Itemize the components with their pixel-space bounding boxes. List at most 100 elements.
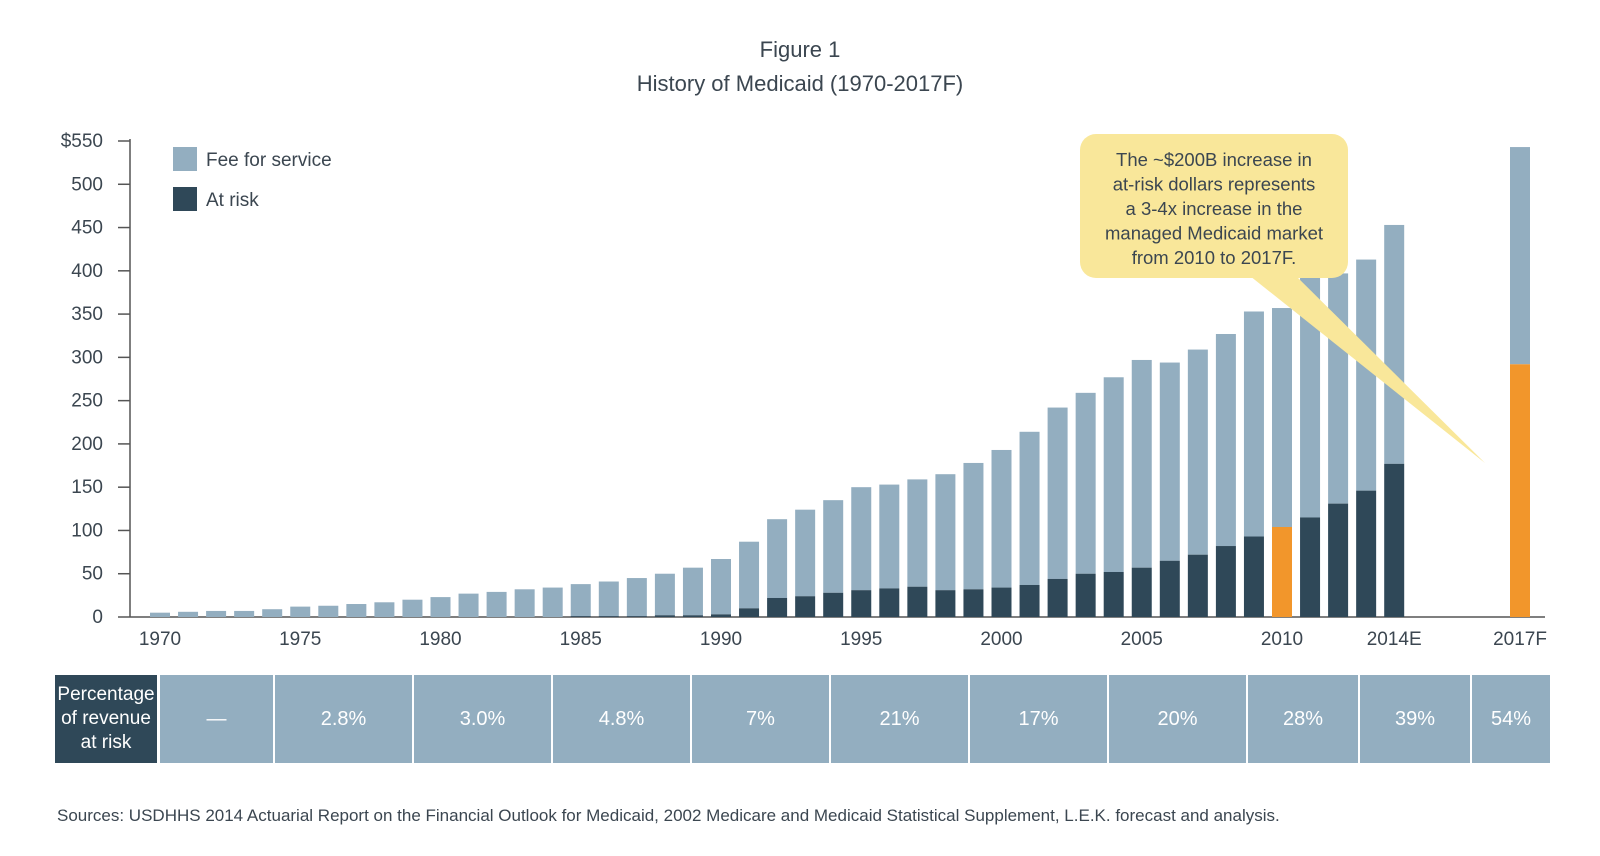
bar-at-risk-2001 (1019, 584, 1040, 617)
bar-fee-1986 (598, 581, 619, 617)
bar-at-risk-2017F (1510, 364, 1530, 617)
x-tick-label: 1990 (700, 629, 742, 650)
y-tick-label: 50 (82, 564, 103, 585)
bar-at-risk-2002 (1047, 578, 1068, 617)
bar-fee-2005 (1131, 359, 1152, 568)
bar-fee-1997 (907, 479, 928, 587)
bar-fee-2000 (991, 449, 1012, 588)
pct-cell: 21% (831, 675, 968, 763)
y-tick-label: 200 (71, 434, 103, 455)
x-tick-label: 1985 (560, 629, 602, 650)
bar-at-risk-2009 (1243, 536, 1264, 617)
legend-swatch-risk (173, 187, 197, 211)
x-tick-label: 1975 (279, 629, 321, 650)
bar-fee-1973 (234, 610, 255, 617)
callout-text-line: from 2010 to 2017F. (1132, 247, 1297, 268)
bar-at-risk-2000 (991, 587, 1012, 617)
pct-cell: 54% (1472, 675, 1550, 763)
bar-fee-2006 (1159, 362, 1180, 561)
bar-fee-2013 (1356, 259, 1377, 491)
bar-at-risk-1989 (682, 615, 703, 617)
bar-fee-1976 (318, 605, 339, 617)
legend-swatch-fee (173, 147, 197, 171)
bar-at-risk-2010 (1272, 526, 1292, 617)
bar-at-risk-1998 (935, 590, 956, 617)
bar-fee-2014E (1384, 224, 1405, 464)
bar-fee-1994 (823, 500, 844, 593)
bar-fee-2012 (1328, 273, 1349, 504)
bar-fee-1974 (262, 609, 283, 617)
pct-cell: 17% (970, 675, 1107, 763)
bar-fee-1990 (711, 559, 731, 615)
callout-text-line: The ~$200B increase in (1116, 149, 1312, 170)
bar-fee-1981 (458, 593, 479, 617)
bar-at-risk-1999 (963, 589, 984, 617)
bar-at-risk-2005 (1131, 567, 1152, 617)
bar-fee-1989 (682, 567, 703, 616)
bar-at-risk-2008 (1215, 546, 1236, 617)
pct-cell: 20% (1109, 675, 1246, 763)
legend-label-fee: Fee for service (206, 150, 332, 171)
callout-pointer (1245, 272, 1485, 463)
pct-cell: 28% (1248, 675, 1358, 763)
y-tick-label: $550 (61, 131, 103, 152)
bar-at-risk-1995 (851, 590, 872, 617)
bar-at-risk-2004 (1103, 571, 1124, 617)
bar-at-risk-1986 (598, 616, 619, 617)
bar-fee-1983 (514, 589, 535, 617)
bar-fee-1992 (767, 519, 788, 598)
bar-fee-2004 (1103, 377, 1124, 572)
bar-fee-1984 (542, 587, 563, 617)
legend-label-risk: At risk (206, 190, 259, 211)
x-tick-label: 1980 (419, 629, 461, 650)
y-tick-label: 150 (71, 477, 103, 498)
bar-at-risk-1997 (907, 586, 928, 617)
bar-at-risk-2006 (1159, 560, 1180, 617)
bar-fee-1991 (739, 541, 760, 609)
bar-at-risk-1990 (711, 614, 731, 617)
bar-fee-1998 (935, 474, 956, 591)
bar-fee-2003 (1075, 392, 1096, 574)
bar-at-risk-2012 (1328, 503, 1349, 617)
bar-fee-1996 (879, 484, 900, 589)
y-tick-label: 500 (71, 174, 103, 195)
sources-note: Sources: USDHHS 2014 Actuarial Report on… (57, 806, 1280, 825)
bar-fee-1980 (430, 597, 451, 617)
bar-at-risk-1988 (654, 615, 675, 617)
bar-fee-1972 (206, 610, 227, 617)
chart-title: History of Medicaid (1970-2017F) (636, 71, 964, 96)
bar-at-risk-1993 (795, 596, 816, 617)
bar-fee-1985 (570, 584, 591, 617)
bar-fee-2008 (1215, 333, 1236, 547)
callout-text-line: managed Medicaid market (1105, 223, 1323, 244)
bar-fee-2009 (1243, 311, 1264, 537)
pct-cell: 3.0% (414, 675, 551, 763)
bar-at-risk-2014E (1384, 463, 1405, 617)
bar-fee-1982 (486, 591, 507, 617)
bar-fee-1987 (626, 578, 647, 617)
y-tick-label: 400 (71, 261, 103, 282)
x-tick-label: 1995 (840, 629, 882, 650)
bar-fee-1970 (150, 612, 170, 617)
x-tick-label: 2000 (980, 629, 1022, 650)
bar-at-risk-2013 (1356, 490, 1377, 617)
bar-fee-2001 (1019, 431, 1040, 585)
bar-at-risk-1992 (767, 597, 788, 617)
y-tick-label: 300 (71, 347, 103, 368)
bar-fee-1995 (851, 487, 872, 591)
y-tick-label: 450 (71, 218, 103, 239)
y-tick-label: 250 (71, 391, 103, 412)
x-tick-label: 2017F (1493, 629, 1547, 650)
pct-cell: 2.8% (275, 675, 412, 763)
pct-cell: 7% (692, 675, 829, 763)
bar-at-risk-1991 (739, 608, 760, 617)
bar-fee-2007 (1187, 349, 1208, 555)
bar-fee-1988 (654, 573, 675, 616)
y-tick-label: 350 (71, 304, 103, 325)
bar-at-risk-1987 (626, 616, 647, 617)
pct-table-header: Percentage of revenue at risk (55, 675, 157, 763)
x-tick-label: 2005 (1121, 629, 1163, 650)
y-tick-label: 0 (92, 607, 103, 628)
bar-at-risk-1996 (879, 588, 900, 617)
